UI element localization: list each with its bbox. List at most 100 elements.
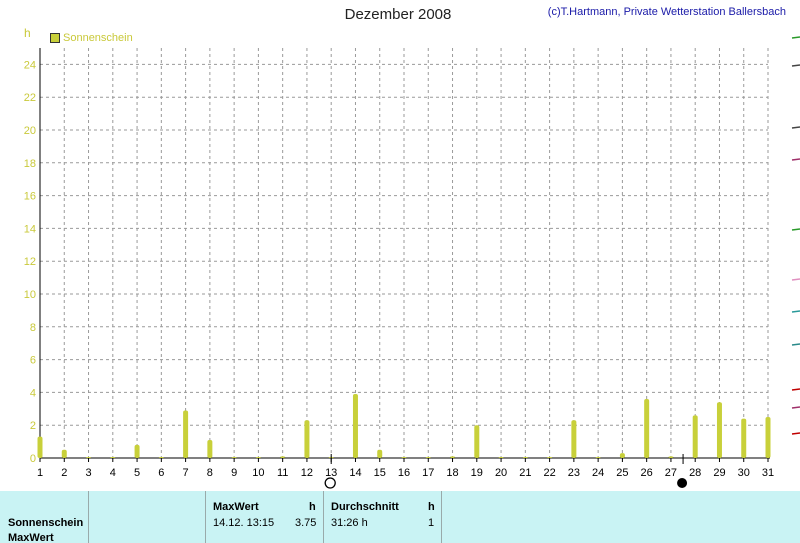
y-tick-label: 18 [24, 158, 36, 170]
y-tick-label: 0 [30, 453, 36, 465]
x-tick-label: 14 [349, 467, 361, 479]
statistics-footer: Sonnenschein MaxWert MaxWert h 14.12. 13… [0, 491, 800, 543]
x-tick-label: 20 [495, 467, 507, 479]
max-datetime: 14.12. 13:15 [213, 517, 275, 529]
bar-sonnenschein [474, 425, 480, 458]
bar-sonnenschein [377, 449, 383, 458]
side-series-marker [791, 432, 800, 435]
footer-divider [323, 491, 324, 543]
y-tick-label: 4 [30, 387, 36, 399]
y-tick-label: 12 [24, 256, 36, 268]
y-tick-label: 8 [30, 322, 36, 334]
x-tick-label: 26 [641, 467, 653, 479]
footer-divider [88, 491, 89, 543]
y-axis-label: h [24, 26, 31, 40]
bar-sonnenschein [571, 420, 577, 458]
avg-header: Durchschnitt [331, 501, 399, 513]
bar-sonnenschein [183, 410, 189, 458]
legend-swatch-sonnenschein [50, 33, 60, 43]
bar-sonnenschein [352, 394, 358, 458]
x-tick-label: 2 [61, 467, 67, 479]
x-tick-label: 16 [398, 467, 410, 479]
bar-sonnenschein [692, 415, 698, 458]
bar-sonnenschein [255, 457, 261, 458]
x-tick-label: 3 [85, 467, 91, 479]
x-tick-label: 12 [301, 467, 313, 479]
max-header: MaxWert [213, 501, 259, 513]
side-series-marker [791, 343, 800, 346]
x-tick-label: 7 [183, 467, 189, 479]
bar-sonnenschein [450, 456, 456, 458]
max-value: 3.75 [295, 517, 317, 529]
side-series-marker [791, 278, 800, 281]
bar-sonnenschein [619, 453, 625, 458]
side-series-marker [791, 126, 800, 129]
bar-sonnenschein [716, 402, 722, 458]
bar-sonnenschein [425, 457, 431, 458]
x-tick-label: 19 [471, 467, 483, 479]
bar-sonnenschein [304, 420, 310, 458]
bar-sonnenschein [765, 417, 771, 458]
x-tick-label: 22 [543, 467, 555, 479]
bar-sonnenschein [741, 418, 747, 458]
legend-label-sonnenschein: Sonnenschein [63, 32, 133, 44]
x-tick-label: 27 [665, 467, 677, 479]
bar-sonnenschein [134, 444, 140, 458]
chart-title: Dezember 2008 [344, 6, 452, 23]
y-tick-label: 14 [24, 223, 36, 235]
bar-sonnenschein [207, 439, 213, 458]
y-tick-label: 6 [30, 355, 36, 367]
bar-sonnenschein [547, 457, 553, 458]
x-tick-label: 17 [422, 467, 434, 479]
bar-sonnenschein [110, 457, 116, 458]
bar-sonnenschein [280, 456, 286, 458]
x-tick-label: 6 [158, 467, 164, 479]
x-tick-label: 9 [231, 467, 237, 479]
side-series-marker [791, 64, 800, 67]
x-tick-label: 11 [277, 467, 288, 479]
x-tick-label: 10 [252, 467, 264, 479]
max-unit: h [309, 501, 316, 513]
footer-divider [441, 491, 442, 543]
bar-sonnenschein [158, 457, 164, 458]
side-series-marker [791, 36, 800, 39]
bar-sonnenschein [498, 457, 504, 458]
x-tick-label: 23 [568, 467, 580, 479]
bar-sonnenschein [595, 457, 601, 458]
y-tick-label: 16 [24, 191, 36, 203]
row-label-sonnenschein: Sonnenschein [8, 517, 84, 529]
x-tick-label: 18 [446, 467, 458, 479]
footer-divider [205, 491, 206, 543]
x-tick-label: 21 [519, 467, 531, 479]
x-tick-label: 15 [374, 467, 386, 479]
avg-count: 1 [428, 517, 435, 529]
x-tick-label: 1 [37, 467, 43, 479]
full-moon-icon [324, 477, 336, 489]
y-tick-label: 22 [24, 92, 36, 104]
x-tick-label: 29 [713, 467, 725, 479]
x-tick-label: 30 [738, 467, 750, 479]
x-tick-label: 24 [592, 467, 604, 479]
avg-unit: h [428, 501, 435, 513]
bar-sonnenschein [231, 457, 237, 458]
x-tick-label: 31 [762, 467, 774, 479]
bar-sonnenschein [668, 456, 674, 458]
side-series-marker [791, 388, 800, 391]
bar-sonnenschein [61, 449, 67, 458]
y-tick-label: 24 [24, 59, 36, 71]
bar-sonnenschein [644, 398, 650, 458]
bar-sonnenschein [401, 457, 407, 458]
y-tick-label: 10 [24, 289, 36, 301]
side-series-marker [791, 406, 800, 409]
bar-sonnenschein [522, 457, 528, 458]
y-tick-label: 2 [30, 420, 36, 432]
bar-sonnenschein [37, 436, 43, 458]
x-tick-label: 13 [325, 467, 337, 479]
side-series-marker [791, 228, 800, 231]
x-tick-label: 4 [110, 467, 116, 479]
copyright-text: (c)T.Hartmann, Private Wetterstation Bal… [547, 6, 786, 18]
row-label-maxwert: MaxWert [8, 532, 54, 543]
new-moon-icon [677, 478, 688, 488]
avg-value: 31:26 h [331, 517, 368, 529]
